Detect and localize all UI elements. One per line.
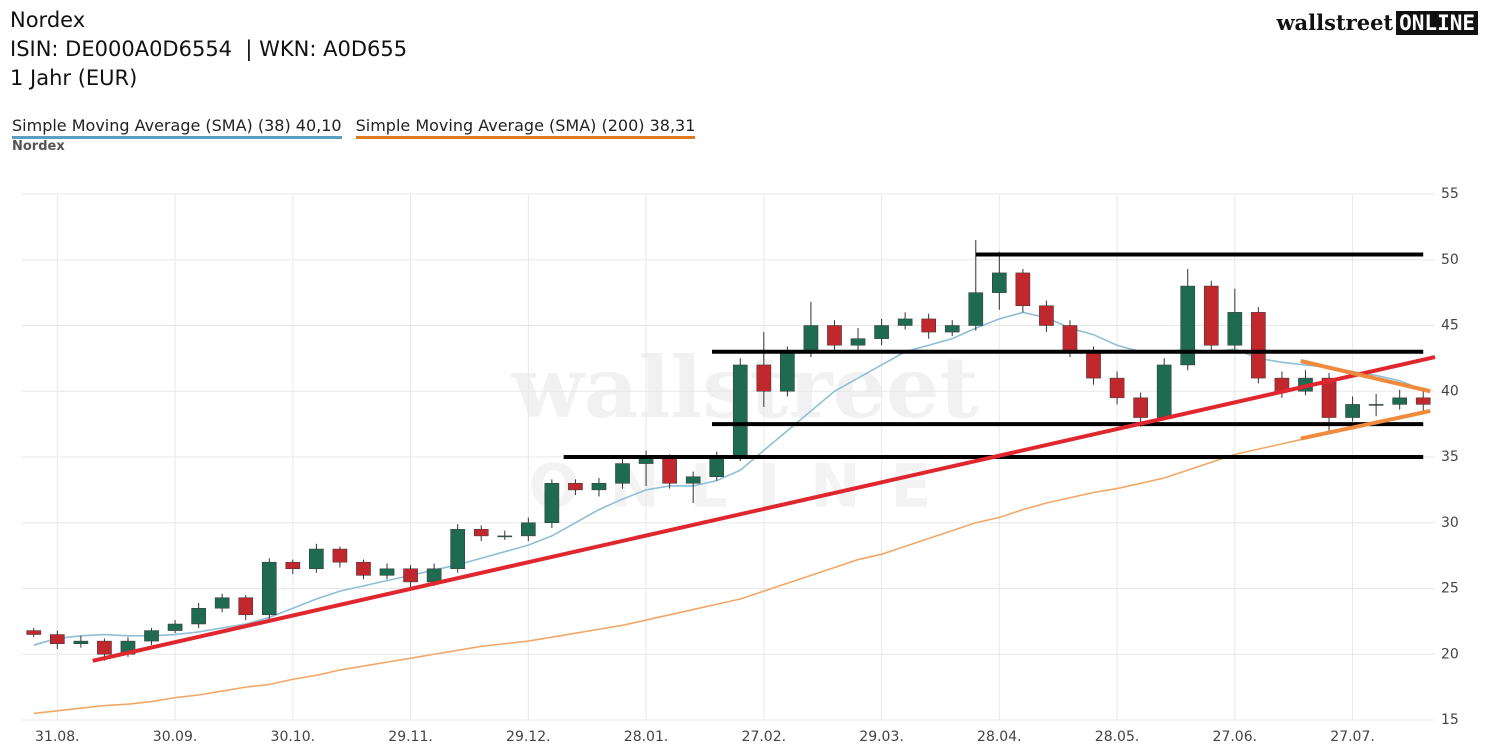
x-tick-label: 27.06. xyxy=(1213,729,1258,745)
sma-line xyxy=(33,412,1424,715)
x-tick-label: 27.02. xyxy=(742,729,787,745)
x-tick-label: 28.04. xyxy=(977,729,1022,745)
candle-body xyxy=(591,483,607,491)
candle-body xyxy=(167,623,183,631)
candle-body xyxy=(1368,404,1384,406)
candle-body xyxy=(1062,325,1078,353)
candle-body xyxy=(568,483,583,491)
candle-body xyxy=(897,318,913,326)
period: 1 Jahr (EUR) xyxy=(10,66,138,90)
candle-body xyxy=(944,325,960,333)
candle-body xyxy=(544,483,560,523)
candle-body xyxy=(191,607,206,625)
candle-body xyxy=(521,522,536,537)
candle-body xyxy=(1086,351,1101,379)
y-tick-label: 50 xyxy=(1441,252,1459,268)
y-tick-label: 35 xyxy=(1441,449,1459,465)
candle-body xyxy=(497,535,513,538)
y-tick-label: 15 xyxy=(1441,712,1459,728)
legend: Simple Moving Average (SMA) (38) 40,10 Si… xyxy=(12,116,696,139)
x-tick-label: 28.01. xyxy=(624,729,669,745)
instrument: Nordex xyxy=(12,139,65,154)
candle-body xyxy=(803,325,819,353)
candle-body xyxy=(968,292,984,326)
candle-body xyxy=(26,630,42,635)
candle-body xyxy=(1156,364,1172,418)
ids: ISIN: DE000A0D6554 | WKN: A0D655 xyxy=(10,37,408,61)
candle-body xyxy=(238,597,254,616)
candle-body xyxy=(379,568,395,576)
y-tick-label: 20 xyxy=(1441,646,1459,662)
y-tick-label: 45 xyxy=(1441,318,1459,334)
legend-entry[interactable]: Simple Moving Average (SMA) (38) 40,10 xyxy=(12,116,342,139)
candle-body xyxy=(473,529,489,537)
candle-body xyxy=(1345,404,1360,418)
x-tick-label: 29.03. xyxy=(859,729,904,745)
candle-body xyxy=(732,364,748,458)
candle-body xyxy=(1133,397,1148,418)
candle-body xyxy=(1039,305,1054,326)
candle-body xyxy=(780,351,795,392)
candle-body xyxy=(874,325,889,339)
x-tick-label: 28.05. xyxy=(1095,729,1140,745)
candle-body xyxy=(756,364,772,392)
x-tick-label: 31.08. xyxy=(35,729,80,745)
candle-body xyxy=(1415,397,1431,405)
candle-body xyxy=(709,456,725,477)
candle-body xyxy=(261,561,277,616)
candle-body xyxy=(615,463,630,484)
candle-body xyxy=(662,456,677,484)
candle-body xyxy=(850,338,866,346)
candle-body xyxy=(73,640,89,644)
x-tick-label: 29.11. xyxy=(388,729,433,745)
candle-body xyxy=(450,529,465,570)
x-tick-label: 29.12. xyxy=(506,729,551,745)
candle-body xyxy=(1203,285,1219,346)
candle-body xyxy=(97,640,112,655)
candle-body xyxy=(1180,285,1196,366)
candle-body xyxy=(1321,377,1337,418)
candle-body xyxy=(426,568,442,583)
candle-body xyxy=(1109,377,1125,399)
candle-body xyxy=(332,548,348,563)
logo-left: wallstreet xyxy=(1276,10,1394,35)
x-tick-label: 27.07. xyxy=(1330,729,1375,745)
candle-body xyxy=(921,318,936,333)
drawn-line xyxy=(1300,359,1431,394)
candle-body xyxy=(309,548,324,570)
logo-right: ONLINE xyxy=(1396,10,1478,35)
y-tick-label: 30 xyxy=(1441,515,1459,531)
candle-body xyxy=(1251,312,1266,379)
x-tick-label: 30.10. xyxy=(271,729,316,745)
candle-body xyxy=(403,568,418,583)
y-tick-label: 40 xyxy=(1441,383,1459,399)
candle-body xyxy=(356,561,371,576)
title: Nordex xyxy=(10,8,86,32)
drawn-line xyxy=(1300,409,1431,441)
drawn-line xyxy=(92,355,1436,663)
y-tick-label: 25 xyxy=(1441,581,1459,597)
candle-body xyxy=(685,476,701,484)
candle-body xyxy=(827,325,842,346)
x-tick-label: 30.09. xyxy=(153,729,198,745)
candle-body xyxy=(285,561,301,570)
candle-body xyxy=(1392,397,1407,405)
candle-body xyxy=(50,634,65,644)
candle-body xyxy=(144,630,159,642)
candle-body xyxy=(1015,272,1031,307)
candle-body xyxy=(992,272,1007,293)
candle-body xyxy=(214,597,230,609)
y-tick-label: 55 xyxy=(1441,186,1459,202)
candle-body xyxy=(1227,312,1243,346)
legend-entry[interactable]: Simple Moving Average (SMA) (200) 38,31 xyxy=(355,116,696,139)
logo: wallstreet ONLINE xyxy=(1276,10,1478,35)
